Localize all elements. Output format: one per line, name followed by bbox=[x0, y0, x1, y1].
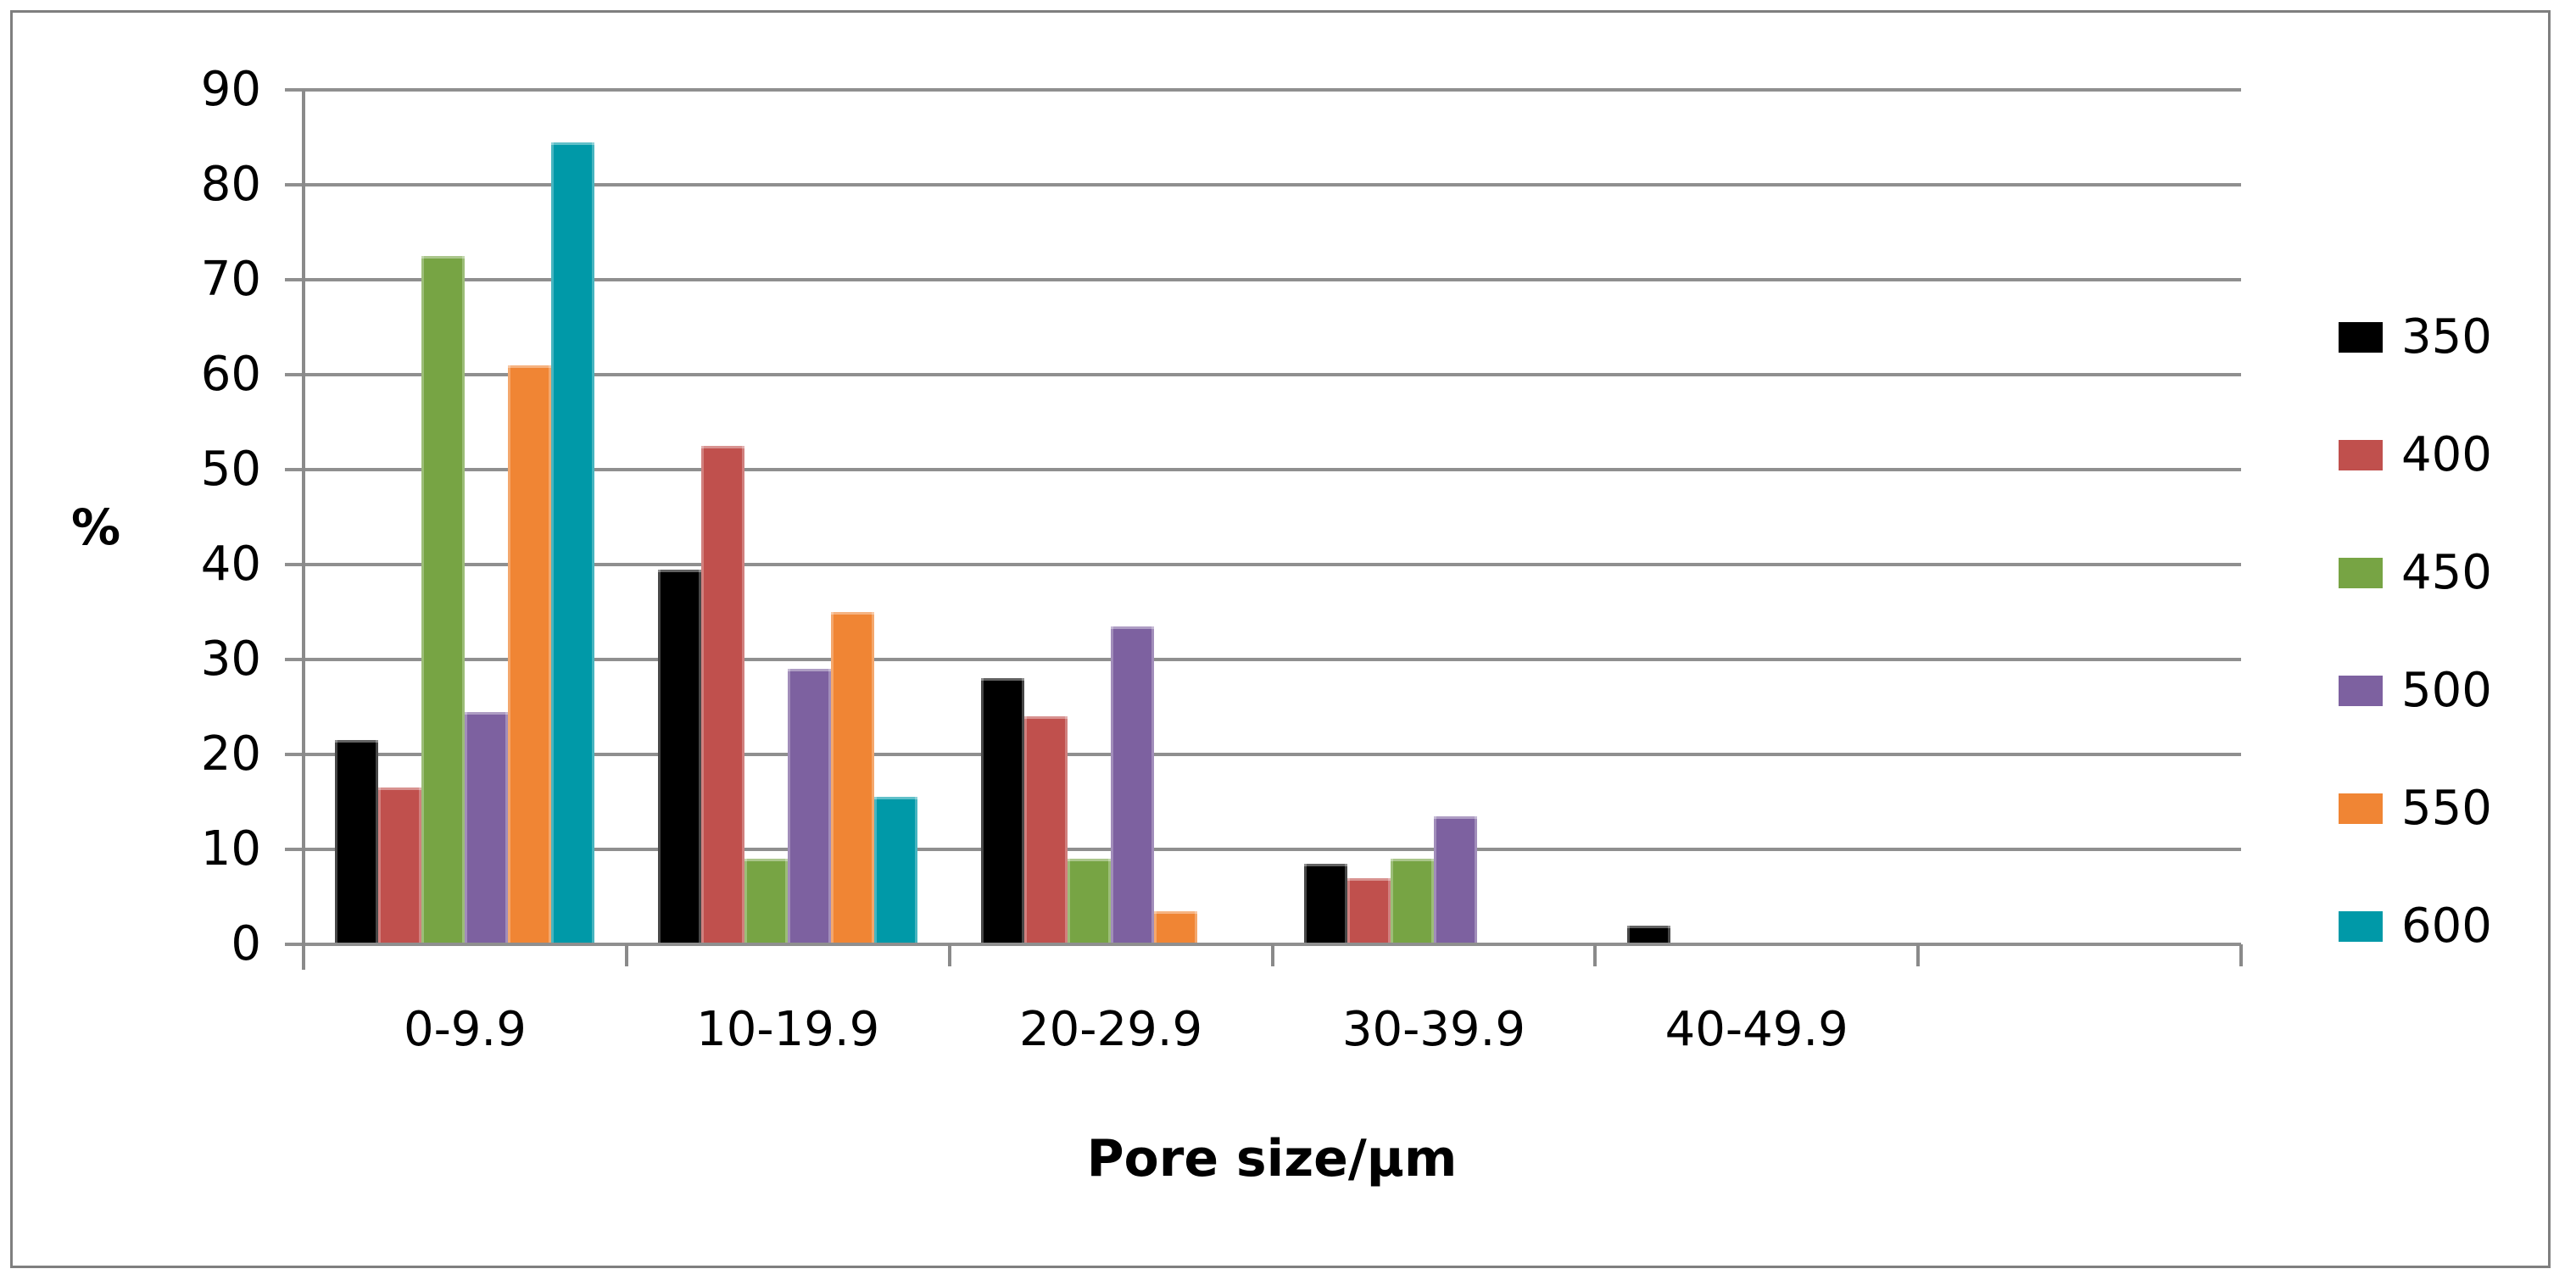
gridline bbox=[304, 278, 2241, 281]
gridline bbox=[304, 753, 2241, 756]
y-axis-tick bbox=[285, 943, 304, 946]
y-axis-tick bbox=[285, 753, 304, 756]
x-axis-tick bbox=[2239, 944, 2243, 966]
bar-550-10-19.9 bbox=[831, 612, 875, 944]
bar-600-0-9.9 bbox=[551, 142, 595, 944]
bar-450-20-29.9 bbox=[1068, 859, 1112, 944]
gridline bbox=[304, 88, 2241, 92]
y-tick-label: 90 bbox=[200, 62, 261, 117]
y-tick-label: 70 bbox=[200, 252, 261, 307]
gridline bbox=[304, 183, 2241, 186]
bar-450-0-9.9 bbox=[421, 256, 466, 944]
y-axis-tick bbox=[285, 278, 304, 281]
legend-swatch-600 bbox=[2339, 911, 2383, 942]
x-tick-label: 0-9.9 bbox=[403, 1002, 527, 1057]
bar-350-30-39.9 bbox=[1303, 863, 1347, 944]
legend-swatch-450 bbox=[2339, 558, 2383, 588]
bar-450-30-39.9 bbox=[1390, 859, 1434, 944]
legend-item-600: 600 bbox=[2339, 899, 2492, 954]
y-tick-label: 0 bbox=[231, 916, 261, 971]
gridline bbox=[304, 658, 2241, 661]
bar-600-10-19.9 bbox=[874, 797, 918, 944]
x-axis-tick bbox=[1593, 944, 1597, 966]
legend-item-500: 500 bbox=[2339, 663, 2492, 719]
legend-swatch-400 bbox=[2339, 440, 2383, 470]
y-axis-tick bbox=[285, 183, 304, 186]
legend-swatch-550 bbox=[2339, 793, 2383, 824]
legend-label: 400 bbox=[2401, 427, 2492, 482]
legend-label: 450 bbox=[2401, 545, 2492, 600]
bar-550-0-9.9 bbox=[508, 365, 552, 944]
y-tick-label: 30 bbox=[200, 632, 261, 687]
x-axis-tick bbox=[1916, 944, 1921, 966]
legend-item-400: 400 bbox=[2339, 427, 2492, 483]
chart-frame bbox=[10, 10, 2551, 1268]
legend-label: 350 bbox=[2401, 309, 2492, 365]
y-axis-tick bbox=[285, 373, 304, 376]
y-tick-label: 10 bbox=[200, 821, 261, 877]
legend-label: 550 bbox=[2401, 781, 2492, 836]
y-axis-tick bbox=[285, 563, 304, 566]
x-axis-tick bbox=[947, 944, 951, 966]
y-tick-label: 80 bbox=[200, 157, 261, 212]
x-tick-label: 40-49.9 bbox=[1664, 1002, 1848, 1057]
bar-400-20-29.9 bbox=[1024, 716, 1068, 944]
y-axis-line bbox=[302, 90, 305, 970]
legend-item-550: 550 bbox=[2339, 781, 2492, 837]
gridline bbox=[304, 468, 2241, 471]
legend-item-450: 450 bbox=[2339, 545, 2492, 601]
y-tick-label: 50 bbox=[200, 442, 261, 497]
bar-400-0-9.9 bbox=[378, 787, 422, 944]
x-tick-label: 10-19.9 bbox=[696, 1002, 880, 1057]
legend-label: 600 bbox=[2401, 899, 2492, 954]
legend-swatch-350 bbox=[2339, 322, 2383, 353]
y-tick-label: 20 bbox=[200, 726, 261, 782]
bar-350-20-29.9 bbox=[981, 678, 1025, 944]
y-axis-tick bbox=[285, 658, 304, 661]
bar-500-10-19.9 bbox=[788, 669, 832, 944]
bar-350-10-19.9 bbox=[658, 569, 702, 944]
y-tick-label: 40 bbox=[200, 537, 261, 592]
x-axis-tick bbox=[1270, 944, 1274, 966]
x-tick-label: 20-29.9 bbox=[1018, 1002, 1203, 1057]
y-axis-tick bbox=[285, 88, 304, 92]
bar-400-10-19.9 bbox=[701, 446, 745, 944]
y-axis-tick bbox=[285, 848, 304, 851]
bar-500-20-29.9 bbox=[1111, 626, 1155, 944]
y-axis-tick bbox=[285, 468, 304, 471]
y-axis-title: % bbox=[70, 498, 121, 556]
bar-500-30-39.9 bbox=[1433, 815, 1477, 944]
bar-500-0-9.9 bbox=[465, 711, 509, 944]
bar-400-30-39.9 bbox=[1347, 877, 1391, 944]
bar-350-0-9.9 bbox=[335, 740, 379, 944]
x-axis-tick bbox=[624, 944, 628, 966]
x-axis-title: Pore size/μm bbox=[1086, 1129, 1458, 1188]
bar-450-10-19.9 bbox=[744, 859, 789, 944]
gridline bbox=[304, 848, 2241, 851]
legend-label: 500 bbox=[2401, 663, 2492, 718]
bar-550-20-29.9 bbox=[1154, 910, 1198, 944]
legend-swatch-500 bbox=[2339, 676, 2383, 706]
y-tick-label: 60 bbox=[200, 347, 261, 402]
x-tick-label: 30-39.9 bbox=[1341, 1002, 1525, 1057]
legend-item-350: 350 bbox=[2339, 309, 2492, 365]
gridline bbox=[304, 563, 2241, 566]
bar-350-40-49.9 bbox=[1626, 925, 1670, 944]
gridline bbox=[304, 373, 2241, 376]
